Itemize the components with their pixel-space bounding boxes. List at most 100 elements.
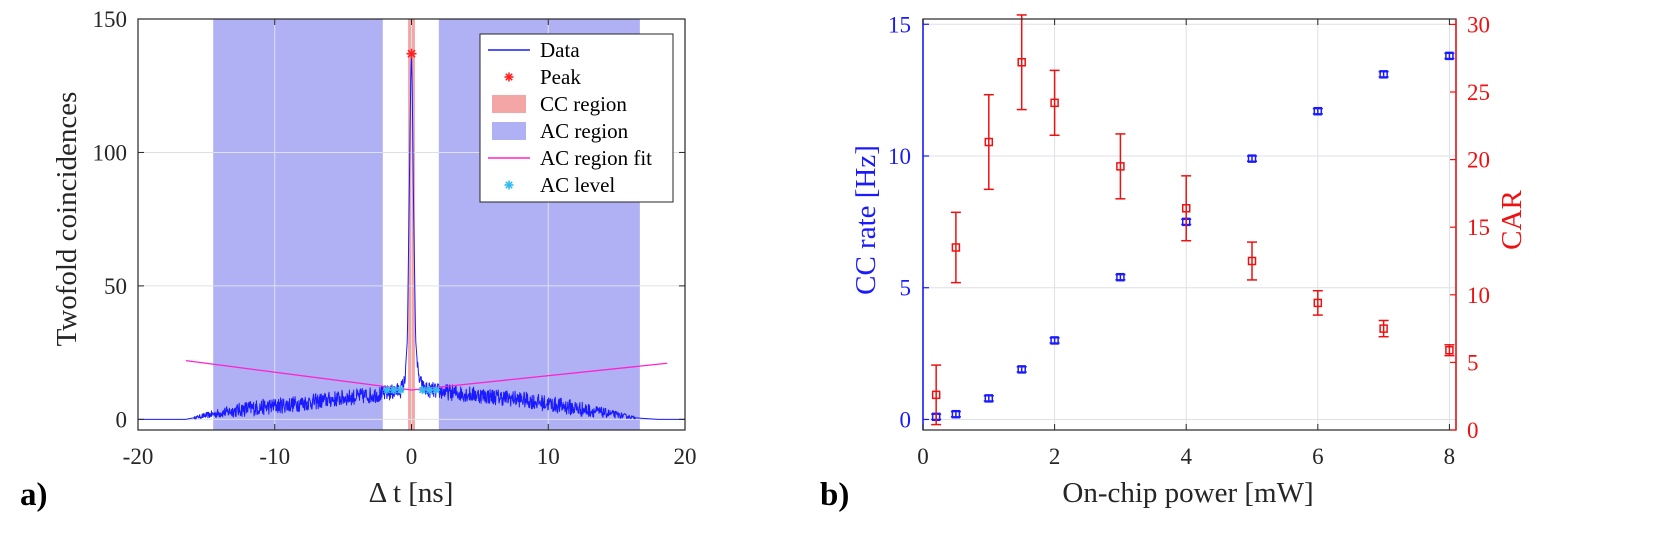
b-right-y-axis-label: CAR	[1496, 190, 1528, 250]
b-right-y-tick-label: 20	[1467, 148, 1490, 173]
legend-label: Data	[540, 38, 580, 62]
a-x-tick-label: 10	[537, 444, 560, 469]
a-y-tick-label: 150	[93, 7, 128, 32]
panel-b: 0 2 4 6 8 0 5 10 15 0 5 10 15 20 25 30 On-chip power …	[820, 12, 1528, 513]
legend-entry: AC region	[492, 119, 629, 143]
legend-label: AC region fit	[540, 146, 652, 170]
square-marker	[984, 394, 994, 403]
square-marker	[1116, 272, 1125, 282]
b-x-tick-label: 0	[917, 444, 929, 469]
cc-rate-point	[1312, 106, 1323, 116]
cc-rate-point	[1016, 365, 1027, 374]
square-marker	[1247, 154, 1257, 163]
car-point	[931, 364, 942, 426]
cc-rate-point	[1378, 70, 1389, 79]
square-marker	[1017, 365, 1026, 374]
square-marker	[1313, 106, 1323, 116]
a-y-tick-label: 50	[104, 274, 127, 299]
legend-entry: CC region	[492, 92, 627, 116]
square-marker	[984, 137, 994, 147]
b-right-y-ticks: 0 5 10 15 20 25 30	[1450, 12, 1490, 443]
b-right-y-tick-label: 10	[1467, 283, 1490, 308]
cc-rate-point	[950, 409, 961, 419]
b-right-y-tick-label: 30	[1467, 12, 1490, 37]
legend-asterisk-swatch	[504, 72, 514, 82]
legend-entry: Data	[488, 38, 580, 62]
b-left-y-ticks: 0 5 10 15	[888, 12, 929, 432]
panel-label-a: a)	[20, 477, 48, 513]
square-marker	[1313, 298, 1323, 308]
b-right-y-tick-label: 0	[1467, 418, 1479, 443]
car-point	[950, 211, 961, 284]
legend-label: CC region	[540, 92, 627, 116]
ac-region-fit-line	[185, 359, 668, 391]
b-right-y-tick-label: 5	[1467, 350, 1479, 375]
square-marker	[1181, 204, 1191, 213]
legend-label: AC region	[540, 119, 629, 143]
b-left-y-axis-label: CC rate [Hz]	[850, 145, 882, 295]
square-marker	[1379, 324, 1388, 333]
legend-entry: Peak	[504, 65, 581, 89]
car-point	[1378, 319, 1389, 338]
panel-a: -20 -10 0 10 20 0 50 100 150 Δ t [ns] Twofold c…	[20, 7, 697, 513]
a-x-tick-label: 0	[406, 444, 418, 469]
square-marker	[1017, 58, 1026, 67]
square-marker	[931, 390, 941, 400]
legend-patch-swatch	[492, 122, 526, 140]
b-left-y-tick-label: 10	[888, 144, 911, 169]
a-y-tick-label: 0	[116, 407, 128, 432]
ac-level-marker	[382, 385, 391, 394]
a-x-tick-label: -10	[259, 444, 290, 469]
b-data-series	[931, 14, 1455, 426]
cc-rate-point	[983, 394, 994, 403]
legend-label: AC level	[540, 173, 615, 197]
cc-rate-point	[1049, 336, 1060, 345]
square-marker	[1445, 51, 1454, 61]
ac-region-band	[213, 19, 383, 430]
car-point	[1312, 289, 1323, 316]
car-point	[983, 93, 994, 191]
ac-level-marker	[432, 385, 441, 394]
a-x-tick-label: -20	[123, 444, 154, 469]
car-point	[1016, 14, 1027, 111]
ac-level-marker	[396, 385, 405, 394]
a-data-series	[137, 48, 686, 420]
cc-rate-point	[1115, 272, 1126, 282]
b-x-tick-label: 6	[1312, 444, 1324, 469]
b-left-y-tick-label: 5	[900, 276, 912, 301]
square-marker	[1050, 336, 1059, 345]
square-marker	[951, 243, 961, 252]
square-marker	[1379, 70, 1388, 79]
a-x-axis-label: Δ t [ns]	[369, 477, 454, 509]
car-point	[1049, 69, 1060, 137]
car-point	[1247, 241, 1258, 281]
square-marker	[951, 409, 961, 419]
b-x-tick-label: 4	[1180, 444, 1192, 469]
b-right-y-tick-label: 15	[1467, 215, 1490, 240]
a-y-tick-label: 100	[93, 140, 128, 165]
ac-level-marker	[389, 385, 398, 394]
car-point	[1444, 344, 1455, 357]
b-right-y-tick-label: 25	[1467, 80, 1490, 105]
square-marker	[1247, 256, 1257, 266]
b-left-y-tick-label: 0	[900, 407, 912, 432]
legend-entry: AC level	[504, 173, 615, 197]
b-x-tick-label: 8	[1444, 444, 1456, 469]
peak-marker	[406, 48, 417, 59]
square-marker	[1445, 345, 1454, 355]
legend-asterisk-swatch	[504, 180, 514, 190]
legend-patch-swatch	[492, 95, 526, 113]
a-legend-box	[479, 33, 674, 203]
car-point	[1181, 175, 1192, 242]
b-x-ticks: 0 2 4 6 8	[917, 19, 1455, 469]
car-point	[1115, 133, 1126, 200]
legend-label: Peak	[540, 65, 581, 89]
legend-entry: AC region fit	[488, 146, 652, 170]
a-y-axis-label: Twofold coincidences	[51, 92, 83, 347]
a-legend: Data Peak CC region AC region AC region fit A…	[479, 33, 674, 203]
a-x-ticks: -20 -10 0 10 20	[123, 19, 697, 469]
b-left-y-tick-label: 15	[888, 12, 911, 37]
square-marker	[1116, 162, 1125, 171]
b-x-tick-label: 2	[1049, 444, 1061, 469]
